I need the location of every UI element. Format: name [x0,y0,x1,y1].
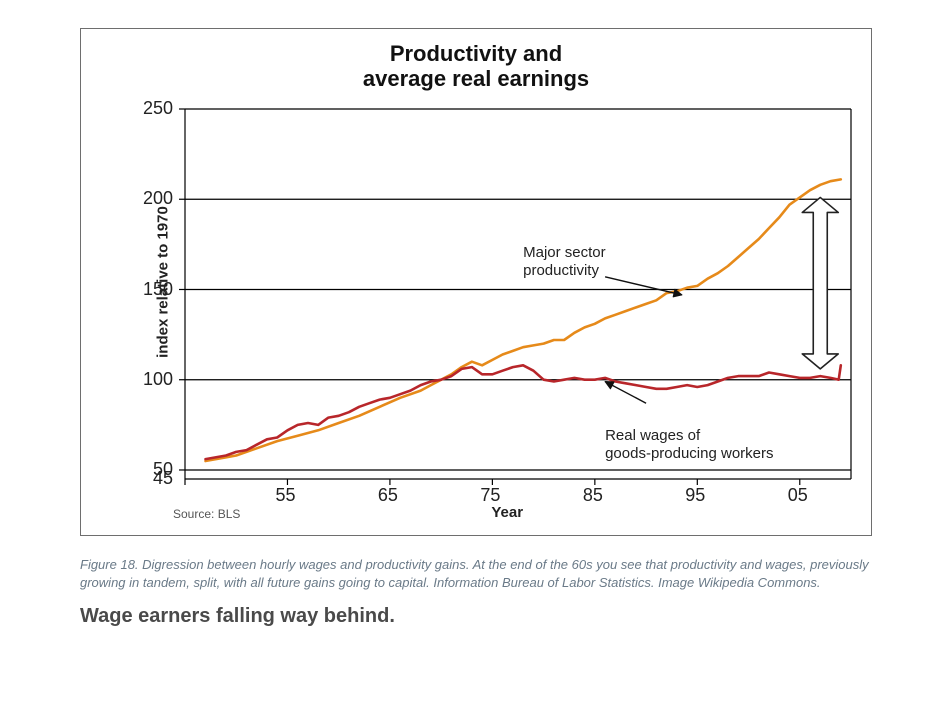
subheading: Wage earners falling way behind. [80,605,872,628]
page-root: Productivity and average real earnings i… [0,0,936,702]
chart-frame: Productivity and average real earnings i… [80,28,872,536]
annotation-wages: Real wages of goods-producing workers [605,427,773,463]
x-tick-label: 75 [480,485,500,506]
x-tick-label: 85 [583,485,603,506]
annotation-wages-line2: goods-producing workers [605,445,773,462]
annotation-productivity: Major sector productivity [523,244,606,280]
annotation-wages-line1: Real wages of [605,427,700,444]
y-tick-label: 150 [143,279,173,300]
y-tick-label: 250 [143,98,173,119]
x-tick-label: 05 [788,485,808,506]
x-tick-label: 55 [275,485,295,506]
annotation-productivity-line1: Major sector [523,244,606,261]
figure-caption: Figure 18. Digression between hourly wag… [80,556,872,591]
x-tick-label: 65 [378,485,398,506]
y-tick-label-origin: 45 [153,468,173,489]
annotation-productivity-line2: productivity [523,262,599,279]
x-tick-label: 95 [685,485,705,506]
y-tick-label: 200 [143,188,173,209]
y-tick-label: 100 [143,369,173,390]
